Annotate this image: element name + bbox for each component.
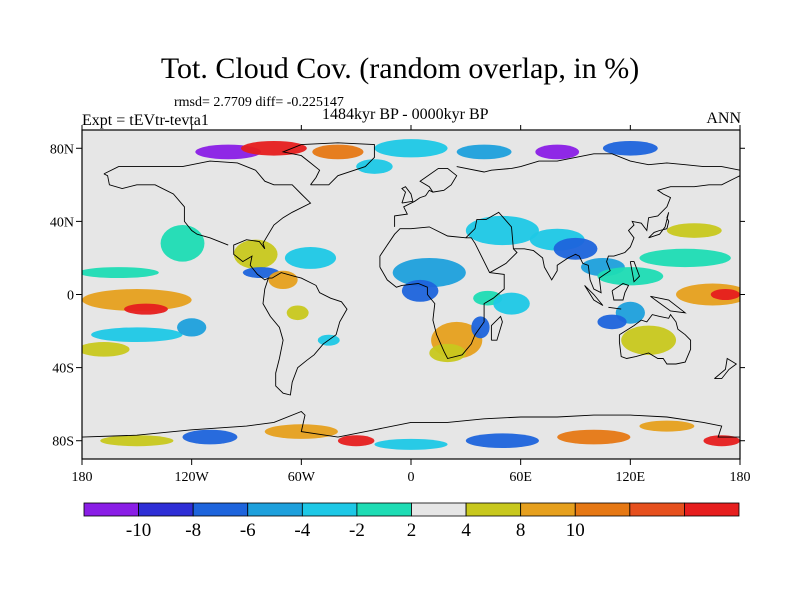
coastline [584, 285, 604, 306]
anomaly-region [312, 144, 364, 160]
colorbar-label: -8 [185, 520, 201, 541]
colorbar-swatch [465, 502, 522, 517]
anomaly-region [465, 433, 539, 449]
colorbar-swatch [138, 502, 194, 517]
coastline [281, 142, 375, 186]
anomaly-region [356, 159, 393, 174]
anomaly-region [284, 246, 337, 269]
colorbar-label: 2 [407, 520, 417, 541]
coastline [401, 186, 414, 204]
colorbar-swatch [247, 502, 303, 517]
anomaly-region [82, 342, 130, 357]
colorbar-label: -6 [240, 520, 256, 541]
lon-tick-label: 180 [730, 470, 751, 485]
anomaly-region [557, 429, 631, 445]
anomaly-region [602, 140, 658, 156]
coastline [394, 167, 458, 227]
anomaly-region [374, 139, 448, 158]
anomaly-region [553, 237, 598, 260]
colorbar-swatch [574, 502, 631, 517]
lon-tick-label: 60W [288, 470, 316, 485]
colorbar-swatch [192, 502, 249, 517]
anomaly-region [429, 343, 466, 363]
colorbar-swatch [356, 502, 412, 517]
period-text: 1484kyr BP - 0000kyr BP [322, 106, 489, 123]
anomaly-region [241, 140, 307, 156]
anomaly-region [621, 325, 677, 355]
colorbar-label: -2 [349, 520, 365, 541]
anomaly-region [91, 327, 183, 343]
coastline [465, 211, 518, 274]
colorbar-swatch [629, 502, 685, 517]
colorbar-label: 4 [461, 520, 471, 541]
lon-tick-label: 60E [509, 470, 532, 485]
anomaly-region [242, 267, 280, 279]
lat-tick-label: 40N [50, 215, 74, 230]
colorbar-label: -10 [126, 520, 151, 541]
anomaly-region [597, 314, 627, 330]
experiment-text: Expt = tEVtr-tevta1 [82, 112, 209, 129]
anomaly-region [160, 225, 205, 262]
anomaly-region [535, 144, 580, 160]
season-text: ANN [706, 110, 741, 127]
coastline [714, 357, 738, 380]
colorbar-swatch [684, 502, 740, 517]
anomaly-region [392, 257, 466, 288]
anomaly-region [493, 292, 530, 315]
anomaly-region [666, 223, 722, 238]
anomaly-region [177, 318, 207, 337]
anomaly-region [456, 144, 512, 160]
lat-tick-label: 40S [52, 362, 74, 377]
anomaly-region [124, 303, 168, 315]
plot-title: Tot. Cloud Cov. (random overlap, in %) [160, 52, 640, 85]
lon-tick-label: 120W [175, 470, 210, 485]
anomaly-region [703, 435, 740, 447]
colorbar-swatch [83, 502, 139, 517]
coastline [379, 226, 505, 360]
anomaly-region [401, 279, 439, 302]
anomaly-region [374, 438, 448, 450]
anomaly-region [639, 420, 695, 432]
coastline [456, 153, 740, 173]
colorbar-label: 10 [566, 520, 585, 541]
anomaly-region [465, 215, 539, 246]
coastline [648, 212, 670, 239]
colorbar-swatch [411, 502, 467, 517]
coastline [618, 313, 692, 365]
coastline [611, 283, 630, 301]
colorbar-label: 8 [516, 520, 526, 541]
coastline [513, 175, 740, 294]
colorbar-swatch [301, 502, 358, 517]
lon-tick-label: 120E [616, 470, 646, 485]
anomaly-region [337, 435, 375, 447]
lon-tick-label: 0 [408, 470, 415, 485]
coastline [103, 160, 348, 396]
colorbar-swatch [520, 502, 576, 517]
anomaly-region [82, 267, 159, 279]
anomaly-region [100, 435, 174, 447]
anomaly-region [182, 429, 238, 445]
stats-text: rmsd= 2.7709 diff= -0.225147 [174, 95, 344, 110]
coastline [82, 410, 740, 438]
lat-tick-label: 80N [50, 142, 74, 157]
anomaly-region [82, 289, 192, 311]
colorbar-label: -4 [294, 520, 310, 541]
anomaly-region [597, 267, 664, 286]
coastline [608, 306, 622, 310]
lat-tick-label: 80S [52, 435, 74, 450]
anomaly-region [286, 305, 309, 321]
coastline [629, 261, 641, 283]
lat-tick-label: 0 [67, 289, 74, 304]
anomaly-region [233, 239, 278, 269]
anomaly-region [639, 248, 731, 268]
lon-tick-label: 180 [72, 470, 93, 485]
anomaly-region [710, 289, 740, 300]
coastline [103, 173, 229, 246]
coastline [490, 315, 503, 341]
anomaly-region [676, 283, 740, 306]
coastline [650, 295, 687, 314]
